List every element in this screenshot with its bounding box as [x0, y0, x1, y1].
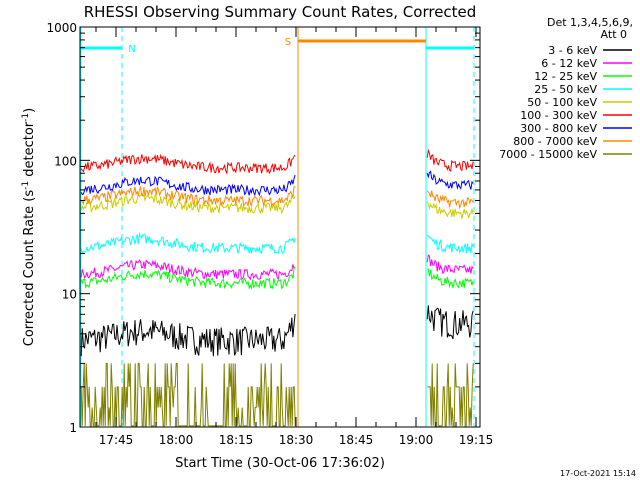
series-6 [80, 170, 474, 197]
y-tick-label: 1000 [46, 21, 77, 35]
plot-area: NS [80, 27, 475, 427]
legend-label: 100 - 300 keV [520, 109, 597, 122]
y-tick-label: 1 [69, 421, 77, 435]
series-trace [427, 363, 474, 427]
series-trace [80, 259, 296, 281]
series-trace [80, 185, 296, 208]
y-axis: 1 10 100 1000 [46, 21, 480, 435]
chart-title: RHESSI Observing Summary Count Rates, Co… [84, 3, 477, 21]
saa-label: S [285, 37, 291, 48]
legend-label: 50 - 100 keV [527, 96, 597, 109]
legend-header-line1: Det 1,3,4,5,6,9, [547, 16, 633, 29]
footer-timestamp: 17-Oct-2021 15:14 [560, 469, 636, 478]
x-tick-label: 18:30 [279, 433, 314, 447]
series-trace [80, 362, 296, 427]
series-8 [80, 362, 474, 427]
y-axis-label-end: ) [22, 108, 37, 113]
x-tick-label: 18:45 [339, 433, 374, 447]
series-trace [426, 268, 474, 289]
y-tick-label: 100 [54, 154, 77, 168]
legend-label: 300 - 800 keV [520, 122, 597, 135]
legend-header-line2: Att 0 [601, 28, 627, 41]
y-axis-label-sup2: -1 [21, 113, 31, 122]
night-label: N [128, 44, 135, 55]
x-tick-label: 18:15 [219, 433, 254, 447]
series-trace [426, 201, 474, 219]
series-trace [80, 266, 296, 291]
y-axis-label-sup1: -1 [21, 181, 31, 190]
y-axis-label-main: Corrected Count Rate (s [22, 190, 37, 347]
series-trace [80, 153, 296, 176]
plot-frame [79, 26, 481, 428]
legend-label: 800 - 7000 keV [513, 135, 597, 148]
series-trace [80, 192, 296, 215]
series-trace [80, 314, 296, 357]
series-7 [80, 185, 474, 210]
x-tick-label: 18:00 [159, 433, 194, 447]
y-tick-label: 10 [62, 288, 77, 302]
series-trace [80, 174, 296, 197]
y-axis-label-mid: detector [22, 121, 37, 181]
series-trace [426, 234, 474, 254]
legend-label: 25 - 50 keV [534, 83, 597, 96]
x-tick-label: 17:45 [99, 433, 134, 447]
x-axis-label: Start Time (30-Oct-06 17:36:02) [175, 456, 385, 471]
series-3 [80, 232, 474, 255]
series-trace [426, 148, 474, 172]
series-5 [80, 148, 474, 176]
y-axis-label: Corrected Count Rate (s-1 detector-1) [21, 108, 37, 346]
series-trace [426, 254, 474, 275]
x-tick-label: 19:15 [459, 433, 494, 447]
series-1 [80, 254, 474, 281]
series-2 [80, 266, 474, 291]
series-0 [80, 305, 474, 357]
series-trace [426, 170, 474, 190]
legend-label: 3 - 6 keV [548, 44, 597, 57]
x-axis: 17:45 18:00 18:15 18:30 18:45 19:00 19:15 [95, 27, 494, 447]
legend-label: 12 - 25 keV [534, 70, 597, 83]
series-trace [426, 305, 474, 340]
series-trace [426, 190, 474, 210]
legend-label: 7000 - 15000 keV [499, 148, 597, 161]
legend-label: 6 - 12 keV [541, 57, 597, 70]
x-tick-label: 19:00 [399, 433, 434, 447]
series-4 [80, 192, 474, 219]
series-trace [80, 232, 296, 255]
